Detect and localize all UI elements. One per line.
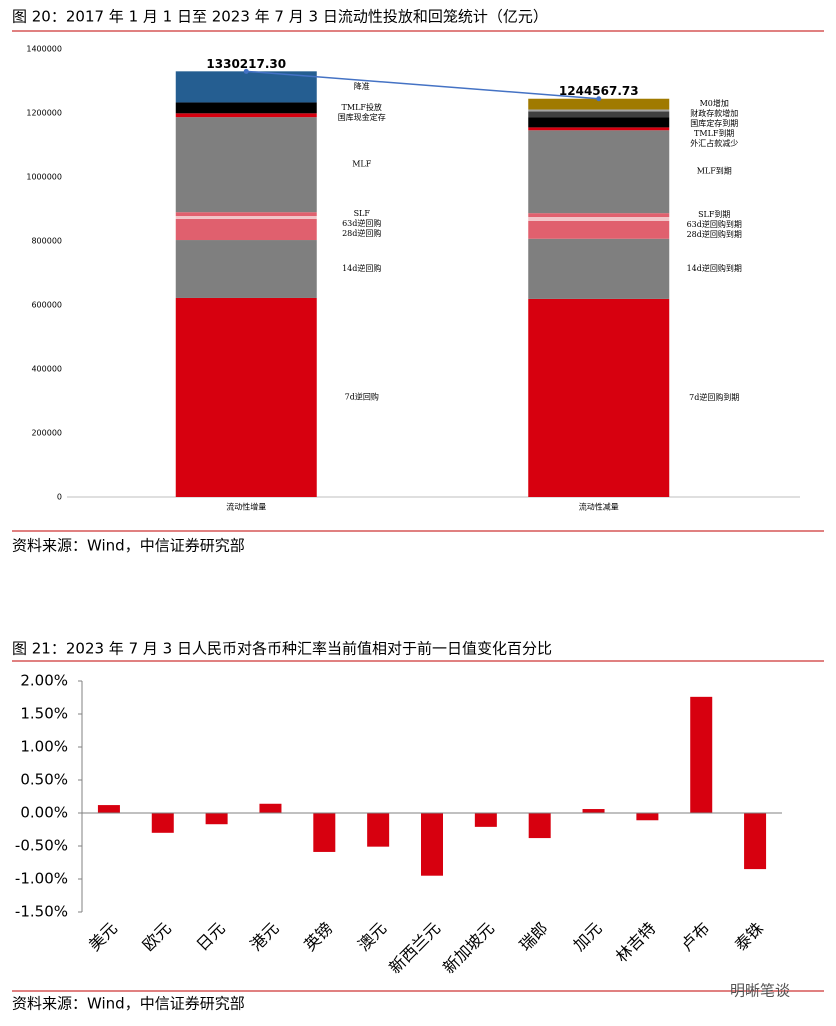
y-tick-label: 1200000: [26, 109, 62, 118]
segment-label: M0增加: [700, 98, 729, 108]
bar-segment: [528, 109, 670, 112]
bar: [636, 813, 659, 821]
bar-segment: [528, 217, 670, 221]
y-tick-label: 1.50%: [20, 705, 68, 723]
total-point: [596, 96, 602, 102]
bar: [474, 813, 497, 827]
bar: [582, 809, 605, 813]
x-tick-label: 新西兰元: [385, 919, 444, 978]
y-tick-label: 200000: [31, 429, 62, 438]
source-note: 资料来源：Wind，中信证券研究部: [12, 995, 245, 1013]
segment-label: TMLF投放: [342, 102, 382, 112]
bar-segment: [528, 127, 670, 131]
x-tick-label: 加元: [569, 919, 605, 955]
bar: [259, 803, 282, 813]
segment-label: 财政存款增加: [690, 108, 738, 118]
bar-segment: [528, 117, 670, 128]
figure-caption: 图 21：2023 年 7 月 3 日人民币对各币种汇率当前值相对于前一日值变化…: [12, 640, 552, 658]
bar: [151, 813, 174, 833]
y-tick-label: -1.50%: [15, 903, 68, 921]
x-tick-label: 港元: [246, 919, 282, 955]
x-tick-label: 澳元: [354, 919, 390, 955]
y-tick-label: 1000000: [26, 173, 62, 182]
bar-segment: [528, 98, 670, 110]
bar: [744, 813, 767, 870]
bar: [421, 813, 443, 876]
segment-label: 降准: [354, 81, 370, 91]
bar: [367, 813, 390, 847]
bar-segment: [528, 213, 670, 217]
total-line: [246, 70, 599, 100]
x-tick-label: 流动性增量: [226, 502, 266, 512]
segment-label: SLF: [354, 209, 371, 218]
bar-segment: [175, 117, 317, 213]
total-point: [243, 68, 249, 74]
segment-label: 63d逆回购到期: [687, 219, 742, 229]
bar: [97, 805, 120, 813]
bar-segment: [528, 238, 670, 299]
y-tick-label: 400000: [31, 365, 62, 374]
segment-label: 外汇占款减少: [690, 138, 738, 148]
segment-label: 14d逆回购: [342, 263, 381, 273]
y-tick-label: -0.50%: [15, 837, 68, 855]
segment-label: MLF到期: [697, 167, 732, 176]
bar: [690, 696, 713, 813]
x-tick-label: 英镑: [300, 919, 336, 955]
total-label: 1330217.30: [206, 57, 286, 71]
y-tick-label: 0.00%: [20, 804, 68, 822]
y-tick-label: 800000: [31, 237, 62, 246]
x-tick-label: 泰铢: [731, 919, 767, 955]
segment-label: 28d逆回购: [342, 228, 381, 238]
figure-caption: 图 20：2017 年 1 月 1 日至 2023 年 7 月 3 日流动性投放…: [12, 8, 548, 26]
y-tick-label: -1.00%: [15, 870, 68, 888]
y-tick-label: 0: [57, 493, 62, 502]
y-tick-label: 1400000: [26, 45, 62, 54]
bar-segment: [175, 218, 317, 241]
x-tick-label: 美元: [85, 919, 121, 955]
x-tick-label: 瑞郎: [516, 919, 552, 955]
bar-segment: [528, 130, 670, 214]
bar-segment: [175, 297, 317, 497]
bar-segment: [528, 220, 670, 239]
segment-label: 7d逆回购: [345, 391, 379, 401]
y-tick-label: 0.50%: [20, 771, 68, 789]
x-tick-label: 流动性减量: [579, 502, 619, 512]
total-label: 1244567.73: [559, 84, 639, 98]
bar-segment: [528, 111, 670, 118]
bar-segment: [175, 102, 317, 114]
segment-label: 国库现金定存: [338, 112, 386, 122]
x-tick-label: 卢布: [677, 919, 713, 955]
bar: [205, 813, 228, 825]
segment-label: 国库定存到期: [690, 118, 738, 128]
segment-label: 7d逆回购到期: [689, 392, 739, 402]
source-note: 资料来源：Wind，中信证券研究部: [12, 537, 245, 555]
bar-segment: [175, 240, 317, 298]
segment-label: 14d逆回购到期: [687, 263, 742, 273]
watermark: 明晰笔谈: [730, 982, 790, 1000]
bar-segment: [175, 212, 317, 217]
segment-label: SLF到期: [698, 210, 730, 219]
x-tick-label: 日元: [193, 919, 229, 955]
y-tick-label: 2.00%: [20, 672, 68, 690]
segment-label: TMLF到期: [694, 129, 734, 138]
x-tick-label: 林吉特: [612, 919, 659, 966]
bar-segment: [175, 71, 317, 103]
bar: [528, 813, 551, 839]
bar-segment: [175, 113, 317, 118]
segment-label: MLF: [352, 160, 372, 169]
bar: [313, 813, 336, 852]
segment-label: 63d逆回购: [342, 218, 381, 228]
x-tick-label: 欧元: [139, 919, 175, 955]
x-tick-label: 新加坡元: [439, 919, 498, 978]
bar-segment: [175, 216, 317, 219]
y-tick-label: 1.00%: [20, 738, 68, 756]
segment-label: 28d逆回购到期: [687, 229, 742, 239]
bar-segment: [528, 298, 670, 497]
y-tick-label: 600000: [31, 301, 62, 310]
